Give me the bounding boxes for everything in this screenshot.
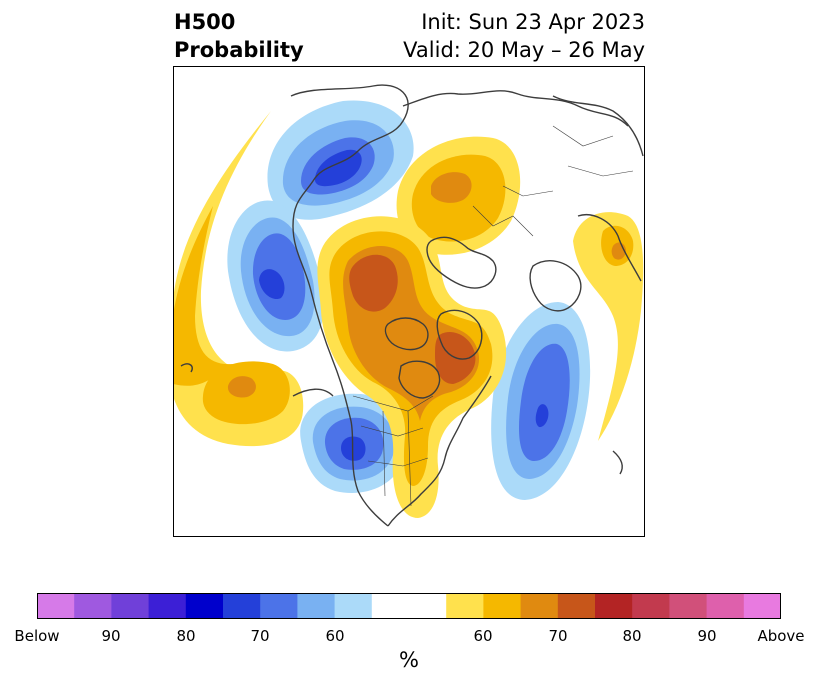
colorbar-tick: 90 [101, 627, 121, 645]
colorbar-tick: 60 [473, 627, 493, 645]
colorbar-swatch [632, 593, 670, 619]
colorbar-swatch [334, 593, 373, 619]
colorbar-swatch [297, 593, 336, 619]
colorbar-swatch [148, 593, 187, 619]
colorbar-swatch [371, 593, 410, 619]
colorbar-swatch [669, 593, 708, 619]
colorbar-swatch [74, 593, 112, 619]
coastlines [180, 84, 644, 527]
political-borders [352, 125, 634, 507]
colorbar-swatch [595, 593, 633, 619]
probability-map [173, 66, 645, 537]
colorbar-swatch [706, 593, 745, 619]
colorbar-swatch [743, 593, 781, 619]
colorbar-swatch [409, 593, 447, 619]
run-info: Init: Sun 23 Apr 2023 Valid: 20 May – 26… [403, 8, 645, 64]
title-variable: H500 [174, 10, 236, 34]
title-product: Probability [174, 38, 304, 62]
colorbar-tick-below: Below [14, 627, 60, 645]
below-anomaly-western-us [300, 393, 408, 493]
init-date: Init: Sun 23 Apr 2023 [421, 10, 645, 34]
colorbar-swatch [37, 593, 75, 619]
colorbar-tick: 80 [176, 627, 196, 645]
colorbar-tick: 70 [548, 627, 568, 645]
colorbar-swatch [260, 593, 298, 619]
colorbar-swatch [483, 593, 522, 619]
colorbar-swatch [185, 593, 224, 619]
colorbar-swatch [446, 593, 484, 619]
chart-title: H500 Probability [174, 8, 304, 64]
colorbar-swatch [223, 593, 261, 619]
colorbar-tick: 70 [250, 627, 270, 645]
above-anomaly-arctic [317, 216, 507, 518]
colorbar-tick: 80 [622, 627, 642, 645]
above-anomaly-subtropical-pacific [173, 111, 304, 447]
colorbar-swatch [520, 593, 559, 619]
below-anomaly-north-atlantic [491, 302, 591, 500]
colorbar-units-label: % [399, 648, 419, 672]
valid-range: Valid: 20 May – 26 May [403, 38, 645, 62]
colorbar-swatch [111, 593, 150, 619]
colorbar [37, 593, 781, 619]
colorbar-swatch [557, 593, 596, 619]
colorbar-tick-above: Above [757, 627, 805, 645]
above-anomaly-siberia [396, 136, 521, 255]
colorbar-tick: 60 [325, 627, 345, 645]
colorbar-tick: 90 [697, 627, 717, 645]
